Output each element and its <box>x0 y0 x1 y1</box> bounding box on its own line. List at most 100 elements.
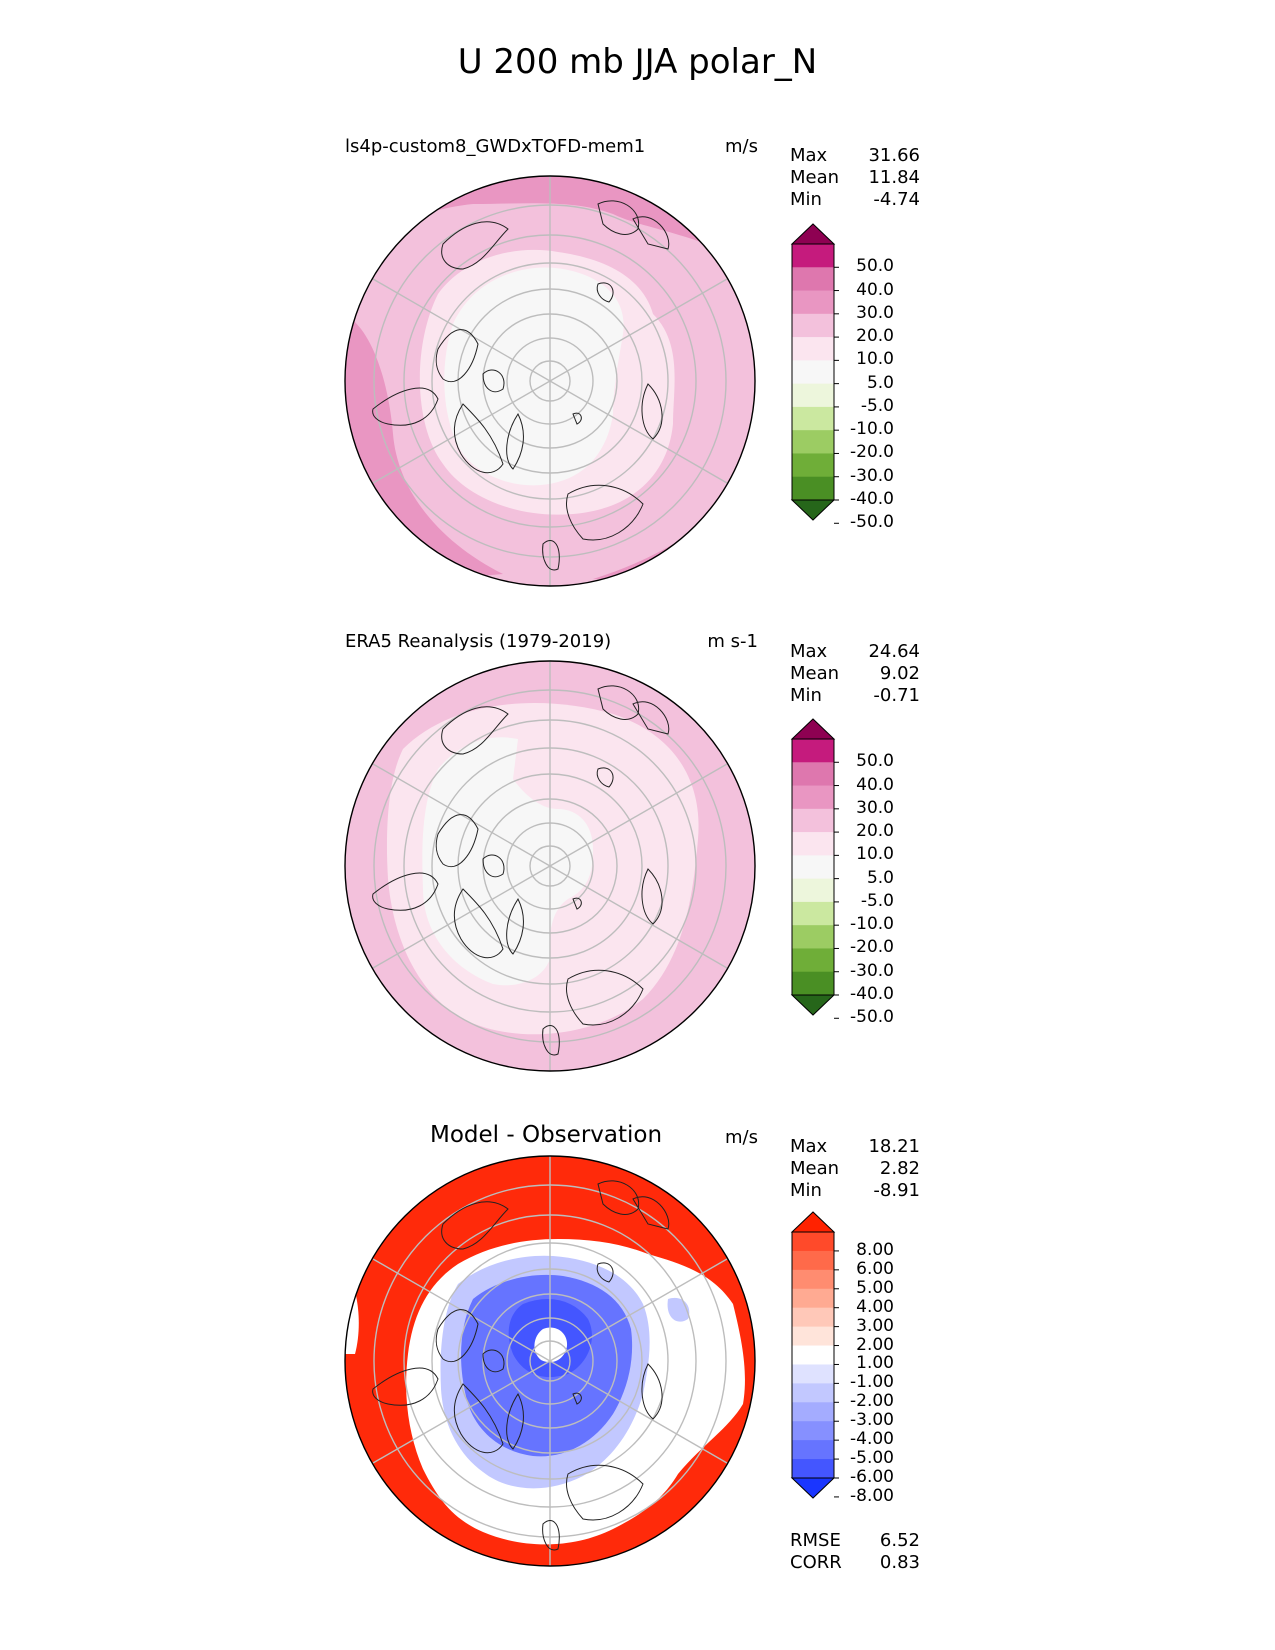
colorbar-segment <box>792 808 834 833</box>
colorbar-tick-label: -8.00 <box>850 1485 894 1506</box>
colorbar-tick-label: 20.0 <box>856 821 894 842</box>
colorbar-tick-label: 3.00 <box>856 1315 894 1336</box>
colorbar-segment <box>792 360 834 385</box>
panel1-units: m/s <box>725 136 758 157</box>
panel1-colorbar-ticks: 50.0 40.0 30.0 20.0 10.0 5.0 -5.0 -10.0 -20.0 -30… <box>844 0 904 600</box>
colorbar-segment <box>792 901 834 926</box>
colorbar-segment <box>792 1326 834 1347</box>
colorbar-tick-label: 40.0 <box>856 774 894 795</box>
colorbar-tick-label: 10.0 <box>856 349 894 370</box>
panel3-units: m/s <box>725 1127 758 1148</box>
map-boundary <box>344 660 756 1072</box>
colorbar-segment <box>792 244 834 268</box>
graticule <box>372 661 728 1071</box>
colorbar-segment <box>792 855 834 880</box>
colorbar-segment <box>792 1307 834 1328</box>
colorbar-segment <box>792 739 834 763</box>
stat-row: Min -0.71 <box>790 685 920 706</box>
metric-row: CORR 0.83 <box>790 1552 920 1573</box>
panel3-map <box>344 1155 756 1567</box>
colorbar-segment <box>792 1232 834 1252</box>
colorbar-tick-label: -4.00 <box>850 1429 894 1450</box>
coastlines <box>372 685 670 1056</box>
map-boundary <box>344 1155 756 1567</box>
colorbar-extension-max <box>790 1211 836 1233</box>
colorbar-tick-label: 30.0 <box>856 797 894 818</box>
colorbar-segment <box>792 1269 834 1290</box>
colorbar-tick-label: -30.0 <box>850 465 894 486</box>
colorbar-segment <box>792 476 834 501</box>
colorbar-tick-label: 5.00 <box>856 1277 894 1298</box>
colorbar-segment <box>792 430 834 454</box>
panel1-colorbar <box>790 223 839 524</box>
diff-band-zero <box>534 1327 568 1363</box>
panel2-map <box>344 660 756 1072</box>
colorbar-tick-label: -5.0 <box>860 395 894 416</box>
colorbar-segment <box>792 1250 834 1271</box>
colorbar-tick-label: 6.00 <box>856 1258 894 1279</box>
colorbar-segment <box>792 453 834 478</box>
panel2-colorbar-ticks: 50.0 40.0 30.0 20.0 10.0 5.0 -5.0 -10.0 -20.0 -30… <box>844 0 904 1100</box>
panel3-label: Model - Observation <box>430 1122 663 1148</box>
colorbar-tick-label: -6.00 <box>850 1467 894 1487</box>
panel2-colorbar <box>790 718 839 1019</box>
colorbar-tick-label: 10.0 <box>856 844 894 865</box>
colorbar-segment <box>792 971 834 996</box>
panel1-map <box>344 175 756 587</box>
colorbar-segment <box>792 1440 834 1460</box>
colorbar-segment <box>792 1459 834 1479</box>
colorbar-segment <box>792 383 834 408</box>
colorbar-tick-label: -1.00 <box>850 1372 894 1393</box>
colorbar-tick-label: -3.00 <box>850 1410 894 1431</box>
colorbar-segment <box>792 1421 834 1441</box>
colorbar-tick-label: -20.0 <box>850 937 894 958</box>
colorbar-extension-max <box>790 223 836 245</box>
stat-row: Max 18.21 <box>790 1136 920 1157</box>
colorbar-tick-label: 5.0 <box>866 372 894 393</box>
colorbar-segment <box>792 948 834 973</box>
colorbar-segment <box>792 1288 834 1309</box>
colorbar-segment <box>792 925 834 949</box>
colorbar-segment <box>792 313 834 338</box>
graticule <box>372 1156 728 1566</box>
colorbar-segment <box>792 406 834 431</box>
colorbar-segment <box>792 290 834 315</box>
colorbar-tick-label: 4.00 <box>856 1296 894 1317</box>
panel2-label: ERA5 Reanalysis (1979-2019) <box>345 631 612 652</box>
colorbar-tick-label: -5.0 <box>860 890 894 911</box>
colorbar-tick-label: -30.0 <box>850 960 894 981</box>
field-band-5 <box>444 267 624 486</box>
colorbar-frame <box>791 243 835 501</box>
panel1-stats: Max 31.66 Mean 11.84 Min -4.74 <box>790 145 920 211</box>
colorbar-tick-label: 40.0 <box>856 279 894 300</box>
panel3-stats: Max 18.21 Mean 2.82 Min -8.91 <box>790 1136 920 1202</box>
colorbar-segment <box>792 878 834 903</box>
colorbar-tick-label: -10.0 <box>850 419 894 440</box>
colorbar-segment <box>792 762 834 787</box>
panel2-units: m s-1 <box>707 631 758 652</box>
map-boundary <box>344 175 756 587</box>
colorbar-segment <box>792 785 834 810</box>
stat-row: Mean 11.84 <box>790 167 920 188</box>
stat-row: Mean 9.02 <box>790 663 920 684</box>
colorbar-tick-label: 5.0 <box>866 867 894 888</box>
colorbar-tick-label: 20.0 <box>856 326 894 347</box>
colorbar-tick-label: -40.0 <box>850 489 894 509</box>
colorbar-tick-label: -20.0 <box>850 442 894 463</box>
colorbar-segment <box>792 832 834 856</box>
colorbar-tick-label: -50.0 <box>850 512 894 533</box>
stat-row: Max 24.64 <box>790 641 920 662</box>
colorbar-tick-label: 50.0 <box>856 751 894 772</box>
colorbar-segment <box>792 337 834 361</box>
colorbar-segment <box>792 1402 834 1422</box>
colorbar-segment <box>792 1383 834 1403</box>
panel1-label: ls4p-custom8_GWDxTOFD-mem1 <box>345 136 646 157</box>
colorbar-tick-label: -10.0 <box>850 914 894 935</box>
metric-row: RMSE 6.52 <box>790 1530 920 1551</box>
panel3-colorbar-ticks: 8.00 6.00 5.00 4.00 3.00 2.00 1.00 -1.00 -2.00 -3… <box>844 0 904 1600</box>
stat-row: Min -8.91 <box>790 1180 920 1201</box>
colorbar-tick-label: -2.00 <box>850 1391 894 1412</box>
colorbar-extension-min <box>790 994 836 1016</box>
colorbar-segment <box>792 267 834 292</box>
colorbar-segment <box>792 1345 834 1365</box>
